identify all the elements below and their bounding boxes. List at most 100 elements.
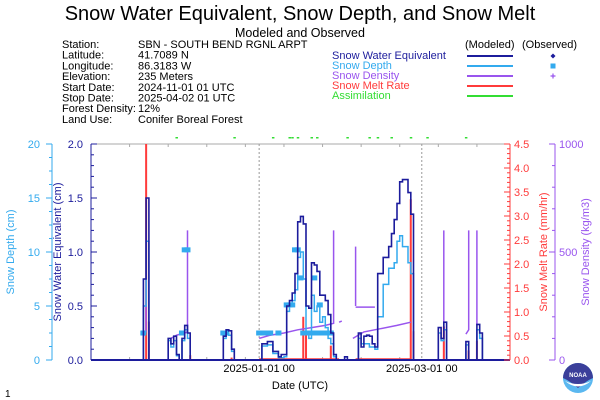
snow-depth-observed-marker <box>184 247 191 253</box>
melt-tick-label: 2.5 <box>514 235 529 247</box>
assimilation-mark <box>376 137 380 139</box>
melt-tick-label: 1.5 <box>514 283 529 295</box>
assimilation-mark <box>175 137 178 139</box>
snow-density-line <box>170 230 189 340</box>
info-value: 12% <box>138 103 160 115</box>
assimilation-mark <box>390 137 393 139</box>
melt-rate-bar <box>302 316 305 360</box>
assimilation-mark <box>288 137 291 139</box>
assimilation-mark <box>271 137 275 139</box>
info-label: Elevation: <box>62 71 110 83</box>
density-axis-title: Snow Density (kg/m3) <box>580 198 592 306</box>
assimilation-mark <box>316 137 319 139</box>
melt-tick-label: 4.5 <box>514 139 529 151</box>
snow-depth-observed-marker <box>314 330 321 336</box>
melt-rate-bar <box>329 345 332 360</box>
swe-tick-label: 0.5 <box>68 301 83 313</box>
melt-tick-label: 2.0 <box>514 259 529 271</box>
info-label: Longitude: <box>62 60 113 72</box>
x-tick-label: 2025-01-01 00 <box>223 363 295 375</box>
melt-axis-title: Snow Melt Rate (mm/hr) <box>538 192 550 311</box>
info-value: Conifer Boreal Forest <box>138 114 243 126</box>
snow-depth-observed-marker <box>178 330 185 336</box>
melt-tick-label: 0.0 <box>514 355 529 367</box>
axes: 2025-01-01 00 2025-03-01 00 0 5 10 15 20 Snow D… <box>5 139 592 375</box>
noaa-logo: NOAA <box>563 363 593 393</box>
swe-tick-label: 2.0 <box>68 139 83 151</box>
swe-tick-label: 0.0 <box>68 355 83 367</box>
assimilation-mark <box>368 137 371 139</box>
info-value: 2024-11-01 01 UTC <box>138 82 234 94</box>
melt-rate-bar <box>442 326 445 360</box>
legend-modeled-header: (Modeled) <box>465 39 515 51</box>
melt-tick-label: 0.5 <box>514 331 529 343</box>
legend-label: Snow Melt Rate <box>332 80 410 92</box>
legend-plus-marker <box>550 73 556 79</box>
chart-title: Snow Water Equivalent, Snow Depth, and S… <box>65 3 536 25</box>
melt-tick-label: 4.0 <box>514 163 529 175</box>
snow-depth-observed-marker <box>297 275 304 281</box>
snow-depth-observed-marker <box>311 275 318 281</box>
snow-density-line <box>465 230 470 335</box>
assimilation-mark <box>233 137 236 139</box>
assimilation-mark <box>296 137 300 139</box>
density-tick-label: 1000 <box>559 139 583 151</box>
snow_depth-tick-label: 20 <box>28 139 40 151</box>
snow-density-line <box>352 321 411 340</box>
snow-depth-observed-marker <box>267 330 274 336</box>
assimilation-mark <box>346 137 349 139</box>
noaa-logo-text: NOAA <box>569 373 587 379</box>
snow-depth-observed-marker <box>256 330 263 336</box>
noaa-logo-wave <box>565 381 591 387</box>
x-tick-label: 2025-03-01 00 <box>386 363 458 375</box>
info-value: 2025-04-02 01 UTC <box>138 93 235 105</box>
snow-density-line <box>338 320 343 323</box>
swe-axis-title: Snow Water Equivalent (cm) <box>52 183 64 322</box>
melt-tick-label: 3.5 <box>514 187 529 199</box>
info-label: Land Use: <box>62 114 112 126</box>
snow-depth-observed-marker <box>322 330 329 336</box>
info-value: SBN - SOUTH BEND RGNL ARPT <box>138 39 308 51</box>
legend-label: Snow Depth <box>332 60 392 72</box>
assimilation-mark <box>409 137 413 139</box>
swe-tick-label: 1.0 <box>68 247 83 259</box>
assimilation-mark <box>310 137 314 139</box>
melt-tick-label: 3.0 <box>514 211 529 223</box>
info-value: 86.3183 W <box>138 60 192 72</box>
station-info: Station: SBN - SOUTH BEND RGNL ARPT Latitu… <box>62 39 308 126</box>
snow_depth-tick-label: 15 <box>28 193 40 205</box>
legend-diamond-marker <box>550 53 556 59</box>
noaa-logo-bird <box>563 363 593 388</box>
assimilation-mark <box>464 137 468 139</box>
legend-label: Snow Water Equivalent <box>332 50 446 62</box>
info-value: 235 Meters <box>138 71 194 83</box>
legend: (Modeled) (Observed) Snow Water Equivalent… <box>332 39 577 102</box>
density-tick-label: 0 <box>559 355 565 367</box>
info-label: Forest Density: <box>62 103 136 115</box>
melt-rate-bar <box>305 331 308 360</box>
x-axis-label: Date (UTC) <box>272 380 328 392</box>
melt-tick-label: 1.0 <box>514 307 529 319</box>
info-value: 41.7089 N <box>138 50 189 62</box>
plot-area <box>91 137 510 361</box>
snow-depth-observed-marker <box>261 330 268 336</box>
info-label: Stop Date: <box>62 93 114 105</box>
assimilation-mark <box>291 137 294 139</box>
info-label: Station: <box>62 39 99 51</box>
legend-observed-header: (Observed) <box>522 39 577 51</box>
info-label: Start Date: <box>62 82 115 94</box>
snow-depth-observed-marker <box>275 330 282 336</box>
legend-square-marker <box>550 63 556 69</box>
page-number: 1 <box>5 389 11 400</box>
swe-tick-label: 1.5 <box>68 193 83 205</box>
melt-rate-bar <box>230 357 233 360</box>
assimilation-mark <box>426 137 429 139</box>
info-label: Latitude: <box>62 50 104 62</box>
snow_depth-axis-title: Snow Depth (cm) <box>5 210 17 295</box>
snow_depth-tick-label: 5 <box>34 301 40 313</box>
density-tick-label: 500 <box>559 247 577 259</box>
snow_depth-tick-label: 10 <box>28 247 40 259</box>
snow-depth-observed-marker <box>316 302 323 308</box>
snow_depth-tick-label: 0 <box>34 355 40 367</box>
